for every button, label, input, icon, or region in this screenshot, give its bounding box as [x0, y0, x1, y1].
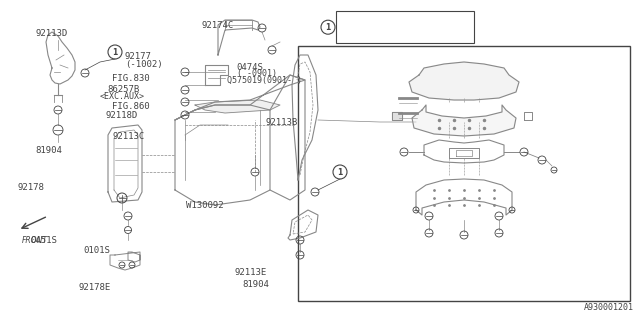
Text: ( -0901): ( -0901): [237, 69, 277, 78]
Text: 92114: 92114: [381, 30, 412, 40]
Text: W130092: W130092: [186, 201, 223, 210]
Text: 0101S: 0101S: [83, 246, 110, 255]
Text: 0450S*A(-'10MY): 0450S*A(-'10MY): [339, 15, 408, 24]
Text: 1: 1: [113, 47, 118, 57]
Text: 0474S: 0474S: [237, 63, 264, 72]
Text: FIG.830: FIG.830: [112, 74, 150, 83]
Text: 92113B: 92113B: [266, 118, 298, 127]
Text: 92178E: 92178E: [79, 284, 111, 292]
Text: Q500031('11MY-): Q500031('11MY-): [339, 31, 408, 40]
Text: 92113D: 92113D: [35, 29, 67, 38]
Text: 92113E: 92113E: [235, 268, 267, 277]
Text: FIG.860: FIG.860: [112, 102, 150, 111]
Text: A930001201: A930001201: [584, 303, 634, 312]
Text: 92178: 92178: [18, 183, 45, 192]
Text: (-1002): (-1002): [125, 60, 163, 68]
Text: 81904: 81904: [35, 146, 62, 155]
Text: 92118D: 92118D: [106, 111, 138, 120]
Text: Q575019(0901- ): Q575019(0901- ): [227, 76, 302, 85]
Polygon shape: [392, 112, 402, 120]
Bar: [336, 11, 474, 43]
Polygon shape: [195, 100, 280, 113]
Text: 1: 1: [325, 23, 331, 32]
Polygon shape: [409, 62, 519, 100]
Text: 1: 1: [337, 167, 342, 177]
Bar: [298, 46, 630, 301]
Text: 92177: 92177: [125, 52, 152, 60]
Text: 92174C: 92174C: [202, 21, 234, 30]
Text: 81904: 81904: [242, 280, 269, 289]
Text: 0451S: 0451S: [31, 236, 58, 245]
Text: 86257B: 86257B: [108, 85, 140, 94]
Text: 92113C: 92113C: [112, 132, 144, 140]
Text: FRONT: FRONT: [22, 236, 48, 245]
Text: <EXC.AUX>: <EXC.AUX>: [99, 92, 144, 101]
Polygon shape: [412, 105, 516, 136]
